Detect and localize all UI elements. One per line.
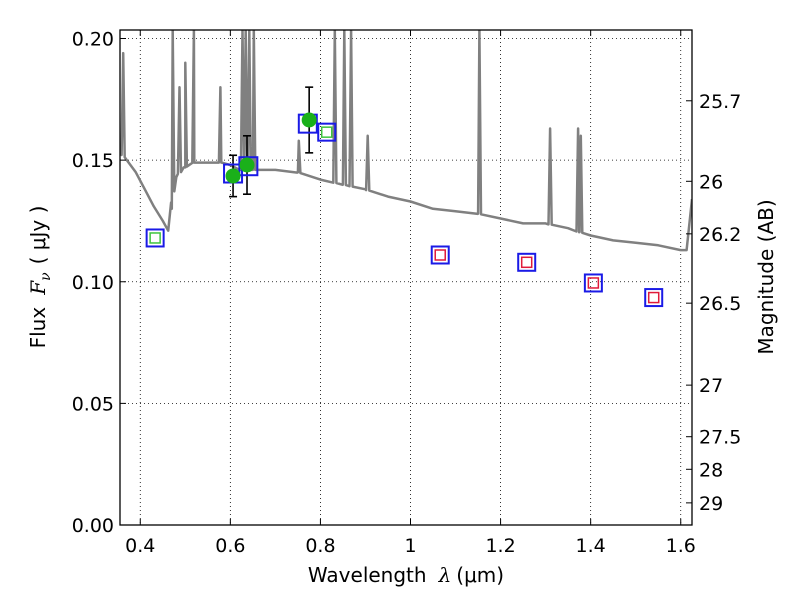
x-tick-label: 0.4 [125,535,155,557]
model-point-green-outer [317,122,337,142]
detection-point [225,168,241,184]
model-point-red-outer [644,288,664,308]
model-point-green-inner [320,126,333,138]
y-tick-label: 0.15 [72,150,114,172]
x-axis-label: Wavelength λ (μm) [308,563,504,587]
axis-ticks: 0.4 0.6 0.8 1 1.2 1.4 1.6 0.00 0.05 0.10 0.15 0.20 2… [72,29,742,557]
y-tick-label: 0.20 [72,29,114,51]
plot-area [120,30,692,308]
model-point-red-inner [520,256,533,269]
x-tick-label: 1 [404,535,416,557]
y2-axis-label: Magnitude (AB) [754,199,778,354]
y2-tick-label: 27.5 [699,427,741,449]
model-point-red-outer [430,245,450,265]
y2-tick-label: 27 [699,375,723,397]
y2-tick-label: 28 [699,459,723,481]
y2-tick-label: 25.7 [699,91,741,113]
x-tick-label: 0.6 [215,535,245,557]
detection-point [239,157,255,173]
model-point-red-inner [434,249,446,261]
y2-tick-label: 29 [699,493,723,515]
y-tick-label: 0.05 [72,393,114,415]
model-point-red-outer [583,273,603,293]
model-point-red-outer [517,252,537,272]
filter-box-marker [238,156,259,177]
y-axis-label: FluxFν( μJy ) [26,206,54,349]
model-point-green-inner [149,232,161,244]
y-tick-label: 0.10 [72,272,114,294]
model-point-red-inner [647,291,660,304]
plot-frame [119,29,693,526]
y2-tick-label: 26.2 [699,224,741,246]
x-tick-label: 1.4 [576,535,606,557]
model-sed-line [120,30,692,252]
detection-point [301,112,317,128]
model-point-green-outer [145,228,165,248]
x-tick-label: 1.2 [485,535,515,557]
y2-tick-label: 26.5 [699,293,741,315]
y2-tick-label: 26 [699,171,723,193]
x-tick-label: 1.6 [666,535,696,557]
x-tick-label: 0.8 [305,535,335,557]
y-tick-label: 0.00 [72,515,114,537]
model-point-red-inner [587,277,600,289]
